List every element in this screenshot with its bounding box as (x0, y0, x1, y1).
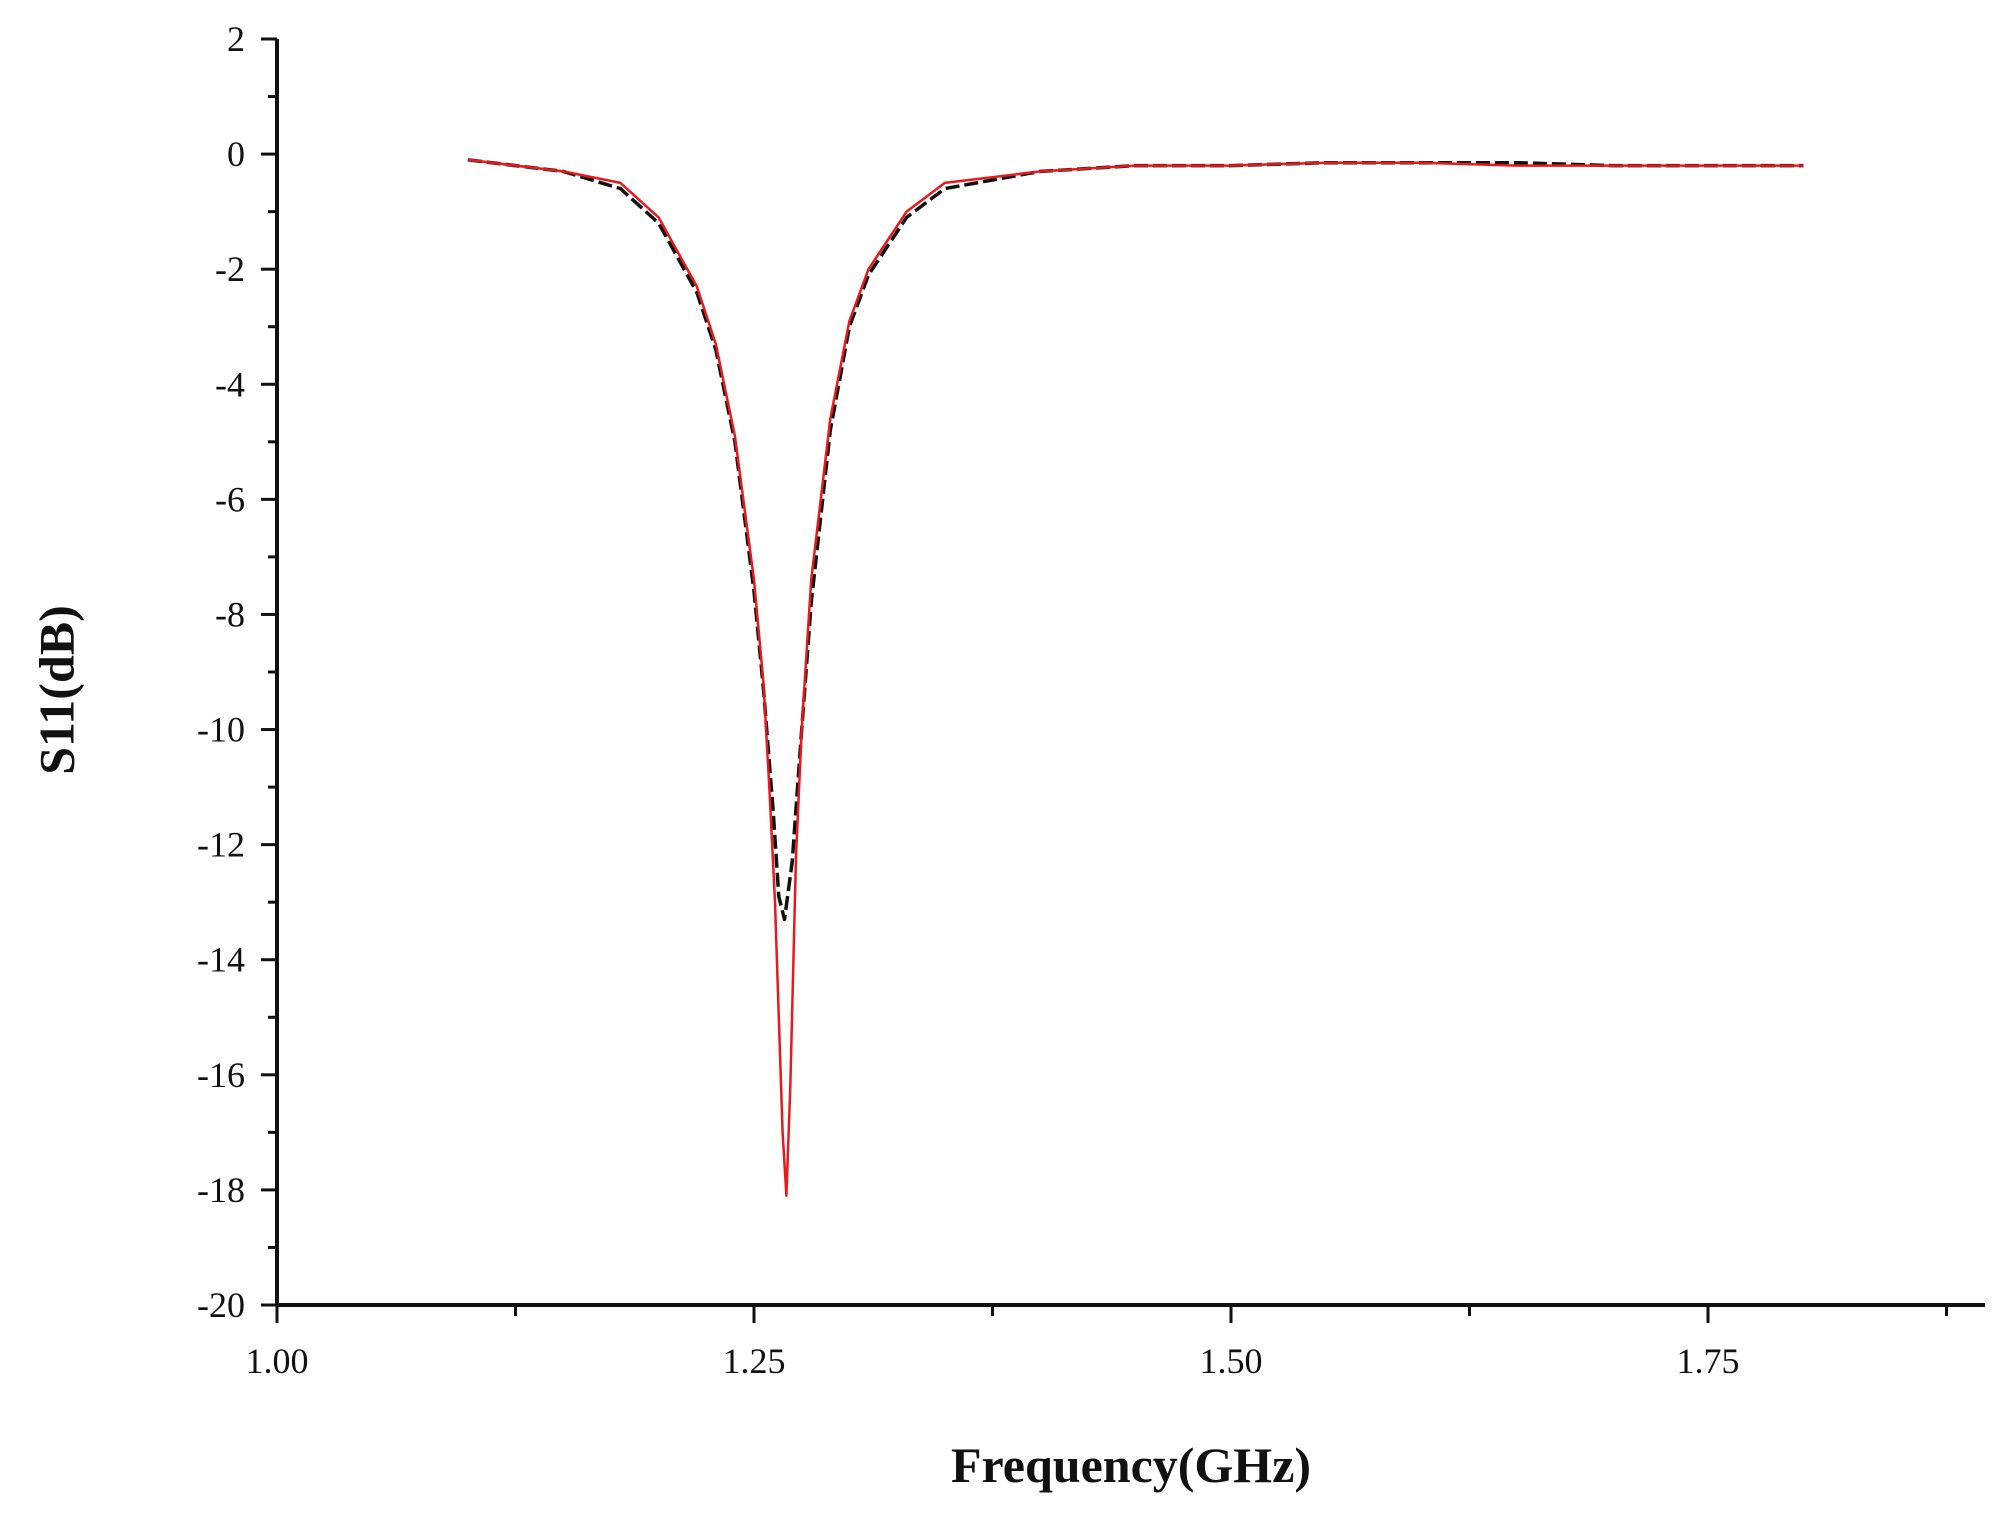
y-tick-label: -2 (215, 249, 245, 289)
series-line-1 (467, 158, 1804, 922)
y-tick-label: -20 (197, 1285, 245, 1325)
y-tick-label: 2 (227, 19, 245, 59)
x-tick-label: 1.50 (1200, 1341, 1263, 1381)
y-tick-label: -18 (197, 1170, 245, 1210)
y-tick-label: -14 (197, 940, 245, 980)
series-layer (467, 158, 1804, 1197)
y-tick-label: -4 (215, 364, 245, 404)
x-tick-label: 1.25 (723, 1341, 786, 1381)
x-tick-label: 1.00 (246, 1341, 309, 1381)
y-tick-label: -6 (215, 479, 245, 519)
series-line-2 (467, 158, 1804, 1197)
x-axis-label: Frequency(GHz) (951, 1437, 1311, 1493)
x-tick-label: 1.75 (1677, 1341, 1740, 1381)
y-axis-label: S11(dB) (28, 605, 84, 775)
axes-layer (275, 39, 1985, 1307)
y-tick-label: -8 (215, 594, 245, 634)
y-tick-label: -10 (197, 710, 245, 750)
ticks-layer: 2 0 -2 -4 -6 -8 -10 -12 -14 -16 -18 -201.00 1.25 1.50… (197, 19, 1948, 1381)
y-tick-label: 0 (227, 134, 245, 174)
y-tick-label: -16 (197, 1055, 245, 1095)
y-tick-label: -12 (197, 825, 245, 865)
